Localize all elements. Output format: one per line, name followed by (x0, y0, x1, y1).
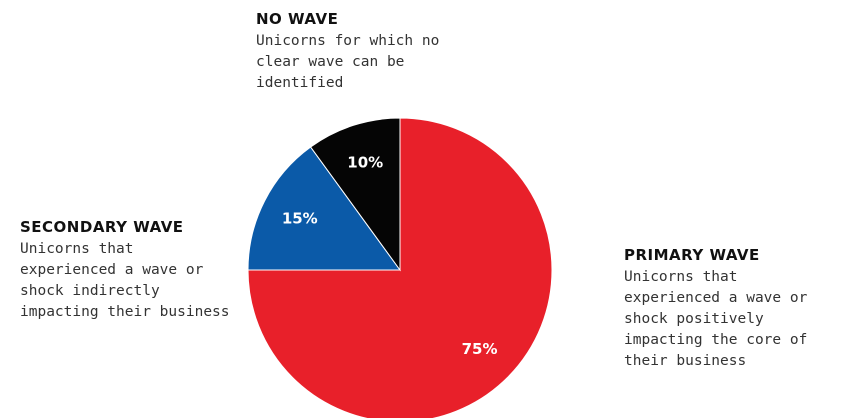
slice-value-label-primary-wave: 75% (462, 340, 498, 358)
slice-value-label-no-wave: 10% (347, 154, 383, 172)
primary-wave-description: Unicorns that experienced a wave or shoc… (624, 269, 808, 369)
pie-slice-primary-wave (247, 117, 553, 418)
secondary-wave-description: Unicorns that experienced a wave or shoc… (20, 241, 230, 320)
pie-slice-no-wave (309, 117, 401, 272)
no-wave-description: Unicorns for which no clear wave can be … (256, 33, 440, 91)
no-wave-title: NO WAVE (256, 10, 339, 28)
callout-primary-wave: PRIMARY WAVE Unicorns that experienced a… (624, 246, 839, 372)
pie-slice-secondary-wave (247, 146, 401, 271)
callout-secondary-wave: SECONDARY WAVE Unicorns that experienced… (20, 218, 260, 323)
slice-value-label-secondary-wave: 15% (282, 209, 318, 227)
callout-no-wave: NO WAVE Unicorns for which no clear wave… (256, 10, 516, 94)
primary-wave-title: PRIMARY WAVE (624, 246, 760, 264)
secondary-wave-title: SECONDARY WAVE (20, 218, 184, 236)
